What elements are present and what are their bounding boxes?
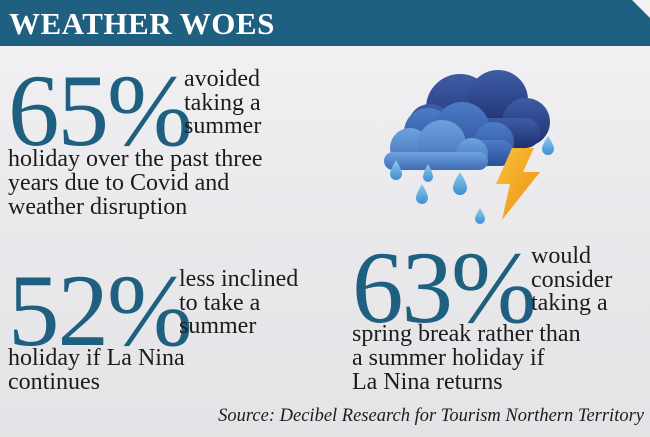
stat-3-side-text: would consider taking a (531, 243, 613, 316)
stat-3-description: spring break rather than a summer holida… (352, 321, 581, 395)
light-cloud (384, 120, 488, 170)
stat-1-side-text: avoided taking a summer (184, 66, 262, 139)
lightning-bolt (496, 148, 540, 220)
storm-cloud-icon (384, 70, 554, 224)
raindrops (390, 136, 554, 224)
stat-2-side-text: less inclined to take a summer (179, 266, 299, 339)
stat-2-percent: 52% (8, 254, 193, 368)
stat-2-description: holiday if La Nina continues (8, 345, 185, 395)
source-credit: Source: Decibel Research for Tourism Nor… (218, 406, 644, 426)
header-bar: WEATHER WOES (0, 0, 650, 46)
page-title: WEATHER WOES (9, 6, 275, 41)
stat-3-percent: 63% (352, 231, 537, 345)
stat-1-description: holiday over the past three years due to… (8, 146, 263, 220)
stat-1-percent: 65% (8, 54, 193, 168)
